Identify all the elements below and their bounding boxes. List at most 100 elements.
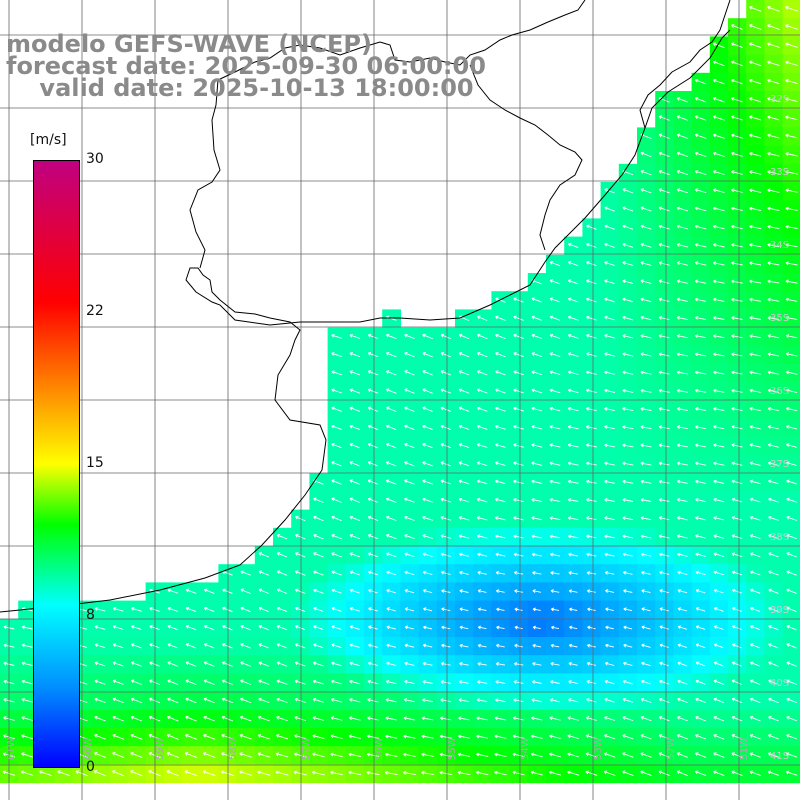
wind-arrow <box>514 607 523 612</box>
wind-arrow <box>622 679 633 685</box>
wind-arrow <box>767 133 780 139</box>
wind-arrow <box>531 534 542 539</box>
wind-arrow <box>785 752 798 758</box>
wind-arrow <box>695 570 706 576</box>
wind-arrow <box>422 333 433 340</box>
wind-arrow <box>422 461 433 467</box>
wind-arrow <box>768 606 779 613</box>
wind-arrow <box>513 443 524 448</box>
wind-arrow <box>695 461 707 466</box>
wind-arrow <box>421 734 434 739</box>
wind-arrow <box>548 770 562 776</box>
wind-arrow <box>349 515 361 522</box>
wind-arrow <box>94 697 106 704</box>
wind-arrow <box>549 279 561 285</box>
wind-arrow <box>604 406 615 412</box>
wind-arrow <box>166 770 180 777</box>
wind-arrow <box>275 734 289 740</box>
wind-arrow <box>477 570 487 575</box>
wind-arrow <box>658 516 670 521</box>
wind-arrow <box>676 224 689 230</box>
wind-arrow <box>731 151 743 157</box>
wind-arrow <box>331 552 342 558</box>
wind-arrow <box>550 643 560 648</box>
lat-label: 34S <box>770 240 790 251</box>
wind-arrow <box>749 406 761 412</box>
wind-arrow <box>731 261 743 266</box>
wind-arrow <box>458 351 470 358</box>
wind-arrow <box>749 516 761 521</box>
wind-arrow <box>495 461 506 467</box>
wind-arrow <box>785 78 798 85</box>
wind-arrow <box>731 661 743 667</box>
wind-arrow <box>622 516 634 521</box>
wind-arrow <box>368 625 378 630</box>
wind-arrow <box>750 679 761 685</box>
wind-arrow <box>439 752 452 757</box>
wind-arrow <box>203 715 215 722</box>
wind-arrow <box>185 643 197 649</box>
wind-arrow <box>568 680 579 685</box>
wind-arrow <box>785 42 798 48</box>
wind-arrow <box>712 224 725 230</box>
wind-arrow <box>203 588 215 594</box>
wind-arrow <box>385 352 397 358</box>
wind-arrow <box>513 680 524 684</box>
wind-arrow <box>495 698 506 703</box>
wind-arrow <box>695 588 706 594</box>
wind-arrow <box>585 716 597 721</box>
wind-arrow <box>713 407 725 411</box>
wind-arrow <box>21 625 33 630</box>
wind-arrow <box>622 406 634 412</box>
wind-arrow <box>441 589 451 593</box>
wind-arrow <box>476 716 488 721</box>
wind-arrow <box>532 625 541 630</box>
wind-arrow <box>694 170 707 176</box>
wind-arrow <box>604 224 615 230</box>
wind-arrow <box>713 297 725 302</box>
title-valid-date: valid date: 2025-10-13 18:00:00 <box>6 74 474 102</box>
wind-arrow <box>695 715 706 722</box>
wind-arrow <box>331 333 342 339</box>
wind-arrow <box>258 624 270 631</box>
wind-arrow <box>659 643 669 648</box>
wind-arrow <box>768 715 779 722</box>
wind-arrow <box>622 534 634 539</box>
wind-arrow <box>694 315 707 321</box>
wind-arrow <box>640 734 652 740</box>
wind-arrow <box>458 479 470 485</box>
wind-arrow <box>367 679 379 685</box>
wind-arrow <box>567 425 579 430</box>
wind-arrow <box>185 733 197 740</box>
wind-arrow <box>749 188 762 193</box>
wind-arrow <box>531 461 543 466</box>
wind-arrow <box>240 661 251 667</box>
wind-arrow <box>731 170 743 175</box>
wind-arrow <box>712 188 725 194</box>
wind-arrow <box>202 752 216 758</box>
wind-arrow <box>586 661 597 666</box>
wind-arrow <box>786 643 797 649</box>
wind-arrow <box>713 734 725 740</box>
wind-arrow <box>604 679 615 685</box>
wind-arrow <box>785 97 798 103</box>
wind-arrow <box>512 734 525 739</box>
wind-arrow <box>604 570 615 575</box>
wind-arrow <box>712 115 725 121</box>
wind-arrow <box>513 698 524 703</box>
colorbar <box>33 160 80 768</box>
wind-arrow <box>604 425 615 430</box>
wind-arrow <box>386 424 397 431</box>
wind-arrow <box>568 643 578 648</box>
wind-arrow <box>749 715 761 722</box>
wind-arrow <box>750 606 761 612</box>
wind-arrow <box>441 607 451 612</box>
wind-arrow <box>477 643 487 648</box>
wind-arrow <box>476 406 488 412</box>
wind-arrow <box>694 297 707 302</box>
wind-arrow <box>676 497 688 503</box>
wind-arrow <box>749 115 762 121</box>
wind-arrow <box>385 479 397 485</box>
wind-arrow <box>567 406 579 412</box>
